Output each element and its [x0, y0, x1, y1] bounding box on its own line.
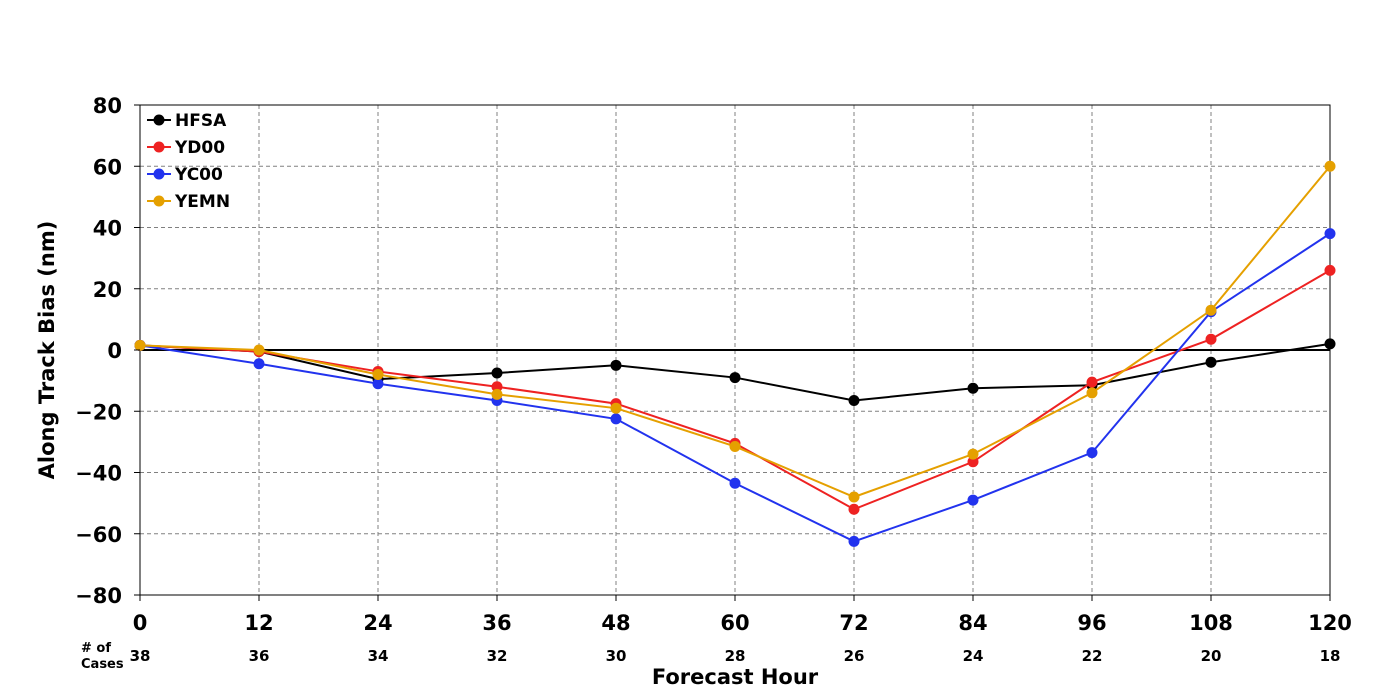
- y-tick-label: −40: [75, 462, 122, 486]
- data-point-yd00: [1086, 376, 1098, 388]
- y-tick-label: −80: [75, 584, 122, 608]
- legend-label: YD00: [174, 138, 225, 158]
- case-count-label: 18: [1320, 647, 1341, 665]
- case-count-label: 30: [606, 647, 627, 665]
- legend-marker: [153, 168, 165, 180]
- x-tick-label: 12: [244, 611, 273, 635]
- data-point-yc00: [1324, 228, 1336, 240]
- y-tick-label: 60: [93, 155, 122, 179]
- data-point-yd00: [848, 503, 860, 515]
- series-line-yd00: [139, 269, 1331, 511]
- legend-item-yemn: YEMN: [147, 192, 230, 212]
- case-count-label: 26: [844, 647, 865, 665]
- data-point-hfsa: [967, 382, 979, 394]
- data-point-hfsa: [491, 367, 503, 379]
- x-tick-label: 48: [601, 611, 630, 635]
- x-axis-label: Forecast Hour: [652, 665, 819, 689]
- x-tick-label: 24: [363, 611, 392, 635]
- data-point-yemn: [134, 339, 146, 351]
- data-point-yemn: [1324, 160, 1336, 172]
- case-count-label: 24: [963, 647, 984, 665]
- cases-row: 38 36 34 32 30 28 26 24 22 20 18: [130, 647, 1341, 665]
- data-point-hfsa: [1324, 338, 1336, 350]
- data-point-yemn: [253, 344, 265, 356]
- y-tick-label: 40: [93, 217, 122, 241]
- axis-tick-labels: 0 12 24 36 48 60 72 84 96 108 120 −80 −60 −40 −20 0 20 40…: [75, 94, 1352, 635]
- cases-header-line-2: Cases: [81, 657, 124, 672]
- data-point-yd00: [1205, 333, 1217, 345]
- data-point-hfsa: [848, 395, 860, 407]
- data-point-yc00: [967, 494, 979, 506]
- series-yemn: [134, 160, 1336, 503]
- data-point-hfsa: [610, 359, 622, 371]
- legend: HFSA YD00 YC00 YEMN: [147, 111, 230, 212]
- case-count-label: 36: [249, 647, 270, 665]
- x-tick-label: 60: [720, 611, 749, 635]
- data-point-yemn: [1205, 304, 1217, 316]
- x-tick-label: 108: [1189, 611, 1233, 635]
- legend-label: YEMN: [174, 192, 230, 212]
- data-point-hfsa: [1205, 356, 1217, 368]
- y-axis-label: Along Track Bias (nm): [35, 221, 59, 480]
- data-point-yc00: [729, 477, 741, 489]
- data-point-yemn: [1086, 387, 1098, 399]
- legend-marker: [153, 141, 165, 153]
- legend-item-yd00: YD00: [147, 138, 225, 158]
- data-point-yemn: [491, 388, 503, 400]
- cases-header-line-1: # of: [81, 641, 111, 656]
- case-count-label: 22: [1082, 647, 1103, 665]
- legend-item-yc00: YC00: [147, 165, 223, 185]
- case-count-label: 34: [368, 647, 389, 665]
- y-tick-label: 80: [93, 94, 122, 118]
- legend-marker: [153, 114, 165, 126]
- data-point-yemn: [610, 402, 622, 414]
- legend-label: YC00: [174, 165, 223, 185]
- data-point-yc00: [253, 358, 265, 370]
- x-tick-label: 0: [133, 611, 148, 635]
- data-point-yemn: [848, 491, 860, 503]
- data-point-yemn: [372, 369, 384, 380]
- data-point-yemn: [729, 440, 741, 452]
- x-tick-label: 120: [1308, 611, 1352, 635]
- legend-marker: [153, 195, 165, 207]
- data-point-yd00: [1324, 264, 1336, 276]
- series-layer: [134, 160, 1336, 547]
- x-tick-label: 96: [1077, 611, 1106, 635]
- x-tick-label: 36: [482, 611, 511, 635]
- case-count-label: 32: [487, 647, 508, 665]
- legend-label: HFSA: [175, 111, 227, 131]
- y-tick-label: 20: [93, 278, 122, 302]
- y-tick-label: −60: [75, 523, 122, 547]
- case-count-label: 20: [1201, 647, 1222, 665]
- data-point-yc00: [372, 378, 384, 390]
- data-point-yemn: [967, 448, 979, 460]
- case-count-label: 28: [725, 647, 746, 665]
- x-tick-label: 72: [839, 611, 868, 635]
- legend-item-hfsa: HFSA: [147, 111, 227, 131]
- data-point-hfsa: [729, 372, 741, 384]
- data-point-yc00: [610, 413, 622, 425]
- x-tick-label: 84: [958, 611, 987, 635]
- case-count-label: 38: [130, 647, 151, 665]
- y-tick-label: 0: [107, 339, 122, 363]
- data-point-yd00: [967, 456, 979, 468]
- data-point-yc00: [848, 535, 860, 547]
- data-point-yd00: [491, 381, 503, 393]
- y-tick-label: −20: [75, 400, 122, 424]
- data-point-yc00: [1086, 447, 1098, 459]
